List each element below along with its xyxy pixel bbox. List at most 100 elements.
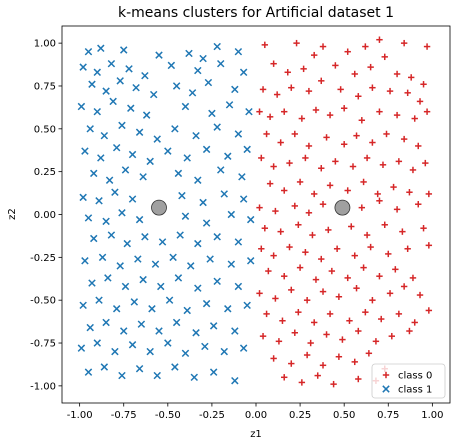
plus-marker [333,245,341,252]
plus-marker [393,206,401,213]
plus-marker [319,362,327,369]
plus-marker [300,65,307,73]
plus-marker [344,48,351,55]
plus-marker [390,183,397,191]
plus-marker [318,77,325,85]
x-marker [231,85,239,94]
plus-marker [404,245,411,252]
x-tick-label: -0.25 [199,410,225,421]
x-marker [112,305,121,313]
x-marker [231,376,239,385]
x-marker [102,87,110,95]
x-marker [202,145,211,154]
plus-marker [335,353,343,360]
plus-marker [302,249,309,256]
x-marker [213,42,221,51]
x-marker [81,257,89,265]
plus-marker [409,274,417,282]
data-series [77,36,433,388]
legend-label: class 1 [398,385,432,396]
plus-marker [360,178,367,186]
x-marker [90,169,98,178]
x-marker [201,342,209,351]
x-marker [243,301,251,310]
plus-marker [286,243,293,251]
y-tick-label: 0.25 [34,167,56,178]
plus-marker [416,98,424,105]
plus-marker [369,84,376,91]
plus-marker [339,336,346,343]
plus-marker [376,197,383,204]
x-marker [243,145,251,154]
plus-marker [281,272,288,280]
plus-marker [305,142,313,150]
plus-marker [362,43,369,50]
x-marker [183,306,191,315]
x-tick-label: -0.50 [155,410,181,421]
plus-marker [340,141,348,148]
plus-marker [376,272,383,280]
plus-marker [355,93,362,100]
plus-marker [415,201,422,208]
x-marker [174,274,183,282]
x-marker [123,239,131,248]
x-marker [95,296,103,304]
x-marker [157,282,165,291]
x-marker [194,284,202,292]
x-marker [111,188,119,196]
x-marker [245,107,253,116]
plus-marker [298,379,306,386]
y-axis-label: z2 [7,208,18,220]
legend-box [371,363,446,399]
x-marker [171,363,179,371]
x-marker [220,190,228,198]
plus-marker [346,317,353,324]
plus-marker [256,290,263,297]
x-marker [93,107,102,116]
plus-marker [351,252,358,259]
x-marker [165,296,174,304]
plus-marker [404,89,411,97]
x-marker [139,275,147,284]
x-marker [239,344,248,352]
plus-marker [305,87,313,95]
plus-marker [376,108,383,115]
centroid-marker [334,199,351,216]
x-marker [234,282,243,291]
plus-marker [307,339,314,347]
x-marker [128,341,137,349]
x-marker [128,195,137,203]
x-marker [107,59,116,68]
x-marker [167,61,176,70]
plus-marker [393,111,401,119]
plus-marker [367,243,374,251]
plus-marker [420,225,427,232]
x-marker [164,147,172,155]
plus-marker [281,187,288,194]
x-marker [204,78,213,87]
x-marker [81,147,89,155]
plus-marker [358,204,366,211]
plus-marker [332,158,339,165]
plus-marker [395,158,403,165]
x-marker [183,154,191,162]
plus-marker [258,245,265,252]
x-marker [246,257,255,265]
plus-marker [348,223,355,230]
plus-marker [386,290,394,297]
x-marker [79,301,87,310]
x-marker [98,253,107,262]
plus-marker [277,228,284,235]
x-marker [104,274,112,282]
x-marker [178,191,186,200]
x-marker [125,65,133,73]
plus-marker [281,108,288,115]
plus-marker [291,202,298,210]
x-marker [202,299,211,308]
plus-marker [319,288,327,295]
x-marker [119,327,128,335]
plus-marker [270,355,277,362]
x-marker [213,233,221,241]
x-marker [227,260,236,268]
x-marker [128,150,137,159]
